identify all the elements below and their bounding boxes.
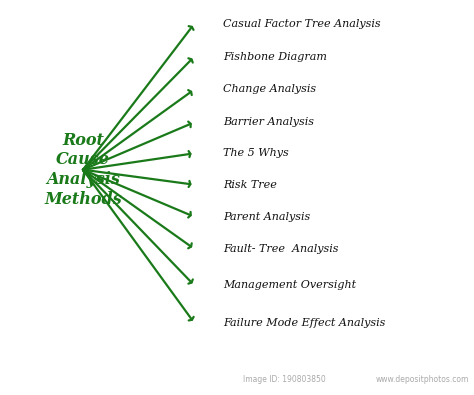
Text: www.depositphotos.com: www.depositphotos.com	[376, 376, 469, 384]
Text: ⊙: ⊙	[2, 374, 13, 386]
Text: Image ID: 190803850: Image ID: 190803850	[243, 376, 326, 384]
Text: The 5 Whys: The 5 Whys	[223, 148, 289, 158]
Text: Barrier Analysis: Barrier Analysis	[223, 117, 314, 127]
Text: Casual Factor Tree Analysis: Casual Factor Tree Analysis	[223, 19, 381, 29]
Text: Fault- Tree  Analysis: Fault- Tree Analysis	[223, 244, 338, 254]
Text: Risk Tree: Risk Tree	[223, 180, 277, 190]
Text: Management Oversight: Management Oversight	[223, 280, 356, 290]
Text: Parent Analysis: Parent Analysis	[223, 212, 310, 222]
Text: Change Analysis: Change Analysis	[223, 85, 316, 94]
Text: Failure Mode Effect Analysis: Failure Mode Effect Analysis	[223, 318, 385, 328]
Text: depositphotos: depositphotos	[19, 375, 104, 385]
Text: Fishbone Diagram: Fishbone Diagram	[223, 52, 327, 62]
Text: Root
Cause
Analysis
Methods: Root Cause Analysis Methods	[44, 132, 122, 208]
